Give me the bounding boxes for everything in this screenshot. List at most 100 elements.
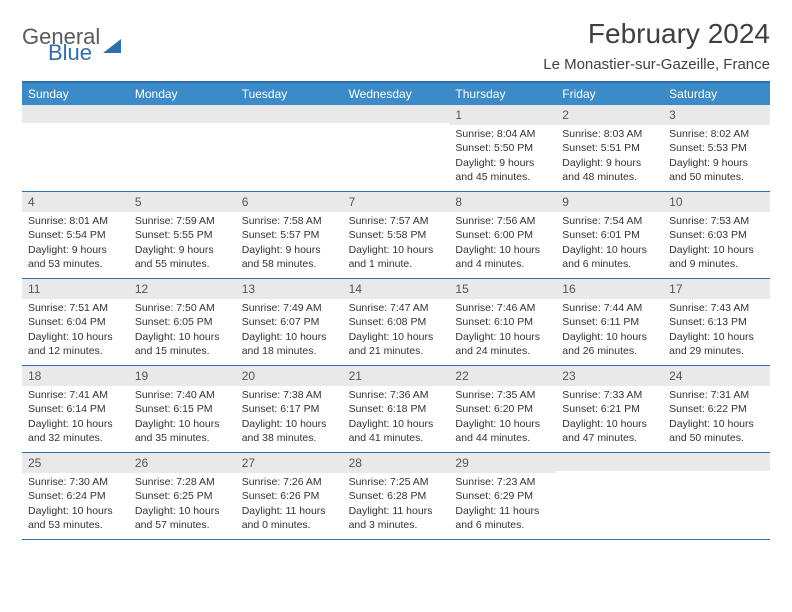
sunset-line: Sunset: 5:51 PM xyxy=(562,141,657,155)
sunrise-line: Sunrise: 7:59 AM xyxy=(135,214,230,228)
sunset-line: Sunset: 5:50 PM xyxy=(455,141,550,155)
sunset-line: Sunset: 6:00 PM xyxy=(455,228,550,242)
calendar-day: 5Sunrise: 7:59 AMSunset: 5:55 PMDaylight… xyxy=(129,192,236,278)
day-number: 11 xyxy=(22,279,129,299)
calendar: Sunday Monday Tuesday Wednesday Thursday… xyxy=(22,81,770,540)
day-number: 10 xyxy=(663,192,770,212)
calendar-day: 6Sunrise: 7:58 AMSunset: 5:57 PMDaylight… xyxy=(236,192,343,278)
day-detail: Sunrise: 7:44 AMSunset: 6:11 PMDaylight:… xyxy=(556,299,663,362)
day-detail: Sunrise: 8:04 AMSunset: 5:50 PMDaylight:… xyxy=(449,125,556,188)
dow-friday: Friday xyxy=(556,83,663,105)
sunset-line: Sunset: 6:03 PM xyxy=(669,228,764,242)
calendar-day: 22Sunrise: 7:35 AMSunset: 6:20 PMDayligh… xyxy=(449,366,556,452)
daylight-line: Daylight: 10 hours and 24 minutes. xyxy=(455,330,550,358)
day-number: 28 xyxy=(343,453,450,473)
day-detail: Sunrise: 7:50 AMSunset: 6:05 PMDaylight:… xyxy=(129,299,236,362)
daylight-line: Daylight: 9 hours and 53 minutes. xyxy=(28,243,123,271)
day-detail: Sunrise: 7:58 AMSunset: 5:57 PMDaylight:… xyxy=(236,212,343,275)
daylight-line: Daylight: 10 hours and 1 minute. xyxy=(349,243,444,271)
day-number: 27 xyxy=(236,453,343,473)
daylight-line: Daylight: 11 hours and 3 minutes. xyxy=(349,504,444,532)
calendar-day: 27Sunrise: 7:26 AMSunset: 6:26 PMDayligh… xyxy=(236,453,343,539)
calendar-day: 8Sunrise: 7:56 AMSunset: 6:00 PMDaylight… xyxy=(449,192,556,278)
day-number: 20 xyxy=(236,366,343,386)
daylight-line: Daylight: 9 hours and 55 minutes. xyxy=(135,243,230,271)
sunrise-line: Sunrise: 7:49 AM xyxy=(242,301,337,315)
daylight-line: Daylight: 11 hours and 0 minutes. xyxy=(242,504,337,532)
sunset-line: Sunset: 6:20 PM xyxy=(455,402,550,416)
sunset-line: Sunset: 5:57 PM xyxy=(242,228,337,242)
sunrise-line: Sunrise: 7:50 AM xyxy=(135,301,230,315)
day-number xyxy=(663,453,770,471)
calendar-day: 23Sunrise: 7:33 AMSunset: 6:21 PMDayligh… xyxy=(556,366,663,452)
calendar-day: 28Sunrise: 7:25 AMSunset: 6:28 PMDayligh… xyxy=(343,453,450,539)
sunset-line: Sunset: 6:14 PM xyxy=(28,402,123,416)
sunrise-line: Sunrise: 7:40 AM xyxy=(135,388,230,402)
day-number: 19 xyxy=(129,366,236,386)
calendar-day: 14Sunrise: 7:47 AMSunset: 6:08 PMDayligh… xyxy=(343,279,450,365)
calendar-day: 18Sunrise: 7:41 AMSunset: 6:14 PMDayligh… xyxy=(22,366,129,452)
daylight-line: Daylight: 10 hours and 53 minutes. xyxy=(28,504,123,532)
day-detail: Sunrise: 7:54 AMSunset: 6:01 PMDaylight:… xyxy=(556,212,663,275)
day-number: 2 xyxy=(556,105,663,125)
sunset-line: Sunset: 6:26 PM xyxy=(242,489,337,503)
title-block: February 2024 Le Monastier-sur-Gazeille,… xyxy=(543,18,770,73)
day-detail: Sunrise: 7:23 AMSunset: 6:29 PMDaylight:… xyxy=(449,473,556,536)
daylight-line: Daylight: 10 hours and 4 minutes. xyxy=(455,243,550,271)
day-number: 4 xyxy=(22,192,129,212)
day-number: 8 xyxy=(449,192,556,212)
day-number: 7 xyxy=(343,192,450,212)
sunset-line: Sunset: 6:13 PM xyxy=(669,315,764,329)
sunrise-line: Sunrise: 7:23 AM xyxy=(455,475,550,489)
calendar-day: 25Sunrise: 7:30 AMSunset: 6:24 PMDayligh… xyxy=(22,453,129,539)
daylight-line: Daylight: 10 hours and 15 minutes. xyxy=(135,330,230,358)
sunset-line: Sunset: 6:15 PM xyxy=(135,402,230,416)
daylight-line: Daylight: 10 hours and 47 minutes. xyxy=(562,417,657,445)
sunrise-line: Sunrise: 7:31 AM xyxy=(669,388,764,402)
sunset-line: Sunset: 6:08 PM xyxy=(349,315,444,329)
day-detail: Sunrise: 7:31 AMSunset: 6:22 PMDaylight:… xyxy=(663,386,770,449)
day-detail: Sunrise: 7:36 AMSunset: 6:18 PMDaylight:… xyxy=(343,386,450,449)
location-label: Le Monastier-sur-Gazeille, France xyxy=(543,56,770,73)
day-detail: Sunrise: 7:38 AMSunset: 6:17 PMDaylight:… xyxy=(236,386,343,449)
dow-wednesday: Wednesday xyxy=(343,83,450,105)
day-number xyxy=(556,453,663,471)
brand-triangle-icon xyxy=(103,39,121,53)
sunrise-line: Sunrise: 8:04 AM xyxy=(455,127,550,141)
dow-sunday: Sunday xyxy=(22,83,129,105)
sunrise-line: Sunrise: 7:30 AM xyxy=(28,475,123,489)
calendar-empty xyxy=(236,105,343,191)
day-detail: Sunrise: 7:53 AMSunset: 6:03 PMDaylight:… xyxy=(663,212,770,275)
sunset-line: Sunset: 6:01 PM xyxy=(562,228,657,242)
calendar-day: 3Sunrise: 8:02 AMSunset: 5:53 PMDaylight… xyxy=(663,105,770,191)
daylight-line: Daylight: 10 hours and 35 minutes. xyxy=(135,417,230,445)
calendar-week: 4Sunrise: 8:01 AMSunset: 5:54 PMDaylight… xyxy=(22,192,770,279)
sunrise-line: Sunrise: 7:47 AM xyxy=(349,301,444,315)
daylight-line: Daylight: 10 hours and 29 minutes. xyxy=(669,330,764,358)
calendar-day: 24Sunrise: 7:31 AMSunset: 6:22 PMDayligh… xyxy=(663,366,770,452)
day-detail: Sunrise: 7:28 AMSunset: 6:25 PMDaylight:… xyxy=(129,473,236,536)
dow-tuesday: Tuesday xyxy=(236,83,343,105)
day-detail: Sunrise: 7:40 AMSunset: 6:15 PMDaylight:… xyxy=(129,386,236,449)
day-detail: Sunrise: 7:59 AMSunset: 5:55 PMDaylight:… xyxy=(129,212,236,275)
sunset-line: Sunset: 5:55 PM xyxy=(135,228,230,242)
sunset-line: Sunset: 6:07 PM xyxy=(242,315,337,329)
calendar-day: 2Sunrise: 8:03 AMSunset: 5:51 PMDaylight… xyxy=(556,105,663,191)
day-number: 23 xyxy=(556,366,663,386)
daylight-line: Daylight: 10 hours and 32 minutes. xyxy=(28,417,123,445)
daylight-line: Daylight: 10 hours and 50 minutes. xyxy=(669,417,764,445)
calendar-day: 4Sunrise: 8:01 AMSunset: 5:54 PMDaylight… xyxy=(22,192,129,278)
day-number: 13 xyxy=(236,279,343,299)
day-detail: Sunrise: 7:49 AMSunset: 6:07 PMDaylight:… xyxy=(236,299,343,362)
calendar-empty xyxy=(663,453,770,539)
calendar-day: 15Sunrise: 7:46 AMSunset: 6:10 PMDayligh… xyxy=(449,279,556,365)
sunset-line: Sunset: 6:29 PM xyxy=(455,489,550,503)
sunrise-line: Sunrise: 7:28 AM xyxy=(135,475,230,489)
day-detail: Sunrise: 7:47 AMSunset: 6:08 PMDaylight:… xyxy=(343,299,450,362)
sunset-line: Sunset: 6:22 PM xyxy=(669,402,764,416)
daylight-line: Daylight: 10 hours and 44 minutes. xyxy=(455,417,550,445)
day-number: 18 xyxy=(22,366,129,386)
day-detail: Sunrise: 7:25 AMSunset: 6:28 PMDaylight:… xyxy=(343,473,450,536)
day-detail: Sunrise: 7:56 AMSunset: 6:00 PMDaylight:… xyxy=(449,212,556,275)
day-number: 17 xyxy=(663,279,770,299)
